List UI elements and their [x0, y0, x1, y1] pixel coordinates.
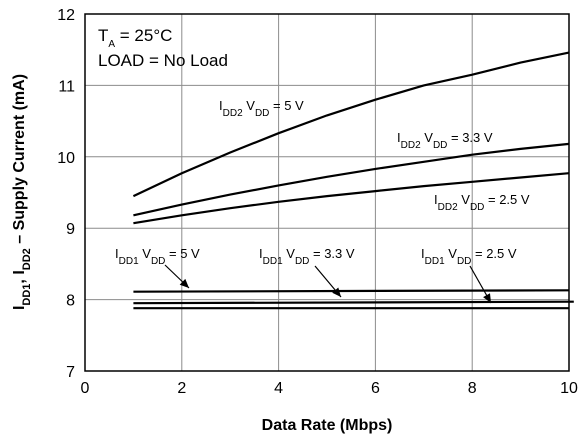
series-label-6: IDD1 VDD = 2.5 V [421, 246, 517, 267]
y-tick-label: 12 [57, 7, 75, 24]
series-label-3: IDD2 VDD = 2.5 V [434, 192, 530, 213]
x-tick-label: 6 [371, 380, 380, 397]
series-label-5: IDD1 VDD = 3.3 V [259, 246, 355, 267]
y-tick-label: 8 [66, 293, 75, 310]
y-tick-labels: 7 8 9 10 11 12 [57, 7, 75, 381]
series-line-1 [132, 51, 570, 198]
x-tick-label: 2 [177, 380, 186, 397]
x-tick-label: 8 [468, 380, 477, 397]
series-label-4: IDD1 VDD = 5 V [115, 246, 200, 267]
y-axis-title: IDD1, IDD2 – Supply Current (mA) [11, 74, 33, 310]
grid-lines [85, 14, 569, 371]
label-arrows [164, 264, 492, 304]
series-labels: IDD2 VDD = 5 V IDD2 VDD = 3.3 V IDD2 VDD =… [115, 98, 530, 267]
series-label-2: IDD2 VDD = 3.3 V [397, 130, 493, 151]
series-line-2 [133, 142, 570, 217]
plot-area [85, 14, 569, 371]
series-label-1: IDD2 VDD = 5 V [219, 98, 304, 119]
series-lines [132, 51, 574, 310]
arrowhead-icon [332, 287, 341, 297]
arrowhead-icon [179, 278, 189, 288]
x-tick-label: 10 [560, 380, 578, 397]
x-axis-title: Data Rate (Mbps) [262, 417, 393, 434]
y-tick-label: 9 [66, 221, 75, 238]
x-tick-label: 4 [274, 380, 283, 397]
series-line-3 [133, 172, 570, 225]
x-tick-labels: 0 2 4 6 8 10 [81, 380, 578, 397]
series-line-4 [133, 289, 570, 293]
conditions-temperature: TA = 25°C [98, 26, 172, 50]
y-tick-label: 10 [57, 150, 75, 167]
conditions-load: LOAD = No Load [98, 51, 228, 70]
x-tick-label: 0 [81, 380, 90, 397]
y-tick-label: 11 [58, 78, 75, 95]
y-tick-label: 7 [66, 364, 75, 381]
arrowhead-icon [483, 293, 491, 303]
plot-border [84, 13, 570, 372]
series-line-5 [133, 300, 574, 305]
